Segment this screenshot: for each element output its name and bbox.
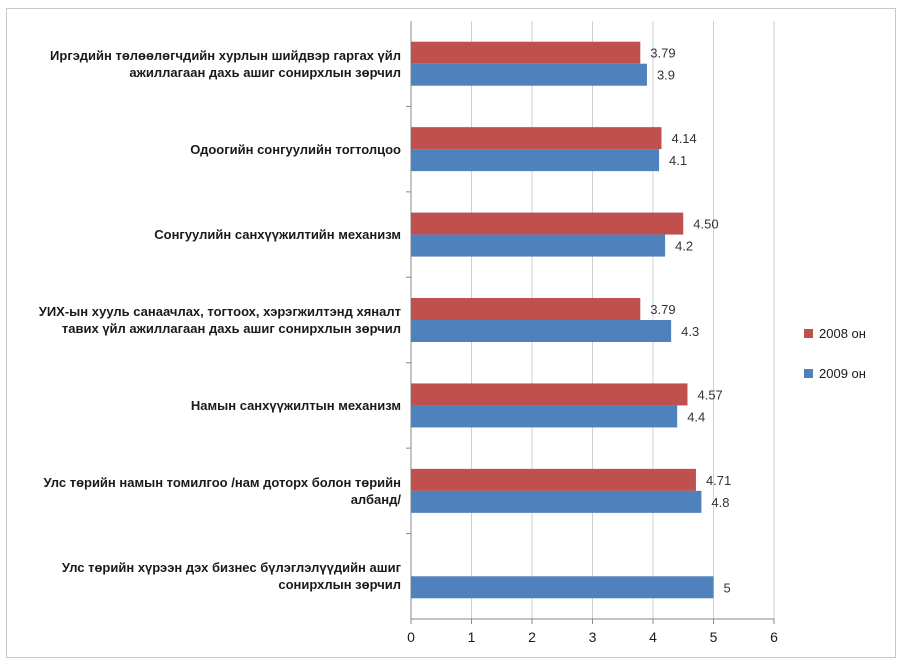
data-label: 3.79 [650, 46, 675, 61]
data-label: 4.4 [687, 409, 705, 424]
legend-label-2009: 2009 он [819, 365, 866, 381]
x-tick-label: 5 [710, 629, 718, 645]
bar-2009-он [411, 576, 714, 599]
bar-2009-он [411, 405, 678, 428]
category-label: УИХ-ын хууль санаачлах, тогтоох, хэрэгжи… [38, 304, 401, 336]
bar-2009-он [411, 234, 666, 257]
bar-2008-он [411, 468, 696, 491]
bar-2009-он [411, 149, 660, 172]
chart-frame: 0 1 2 3 4 5 6 3.79 3.9 4.14 4.1 4.50 4.2 3.79 4.3 4.57 4… [6, 8, 896, 658]
bar-2009-он [411, 490, 702, 513]
legend-label-2008: 2008 он [819, 325, 866, 341]
legend-swatch-2008 [804, 328, 813, 338]
bar-2008-он [411, 212, 684, 235]
bar-2008-он [411, 383, 688, 406]
data-label: 4.8 [711, 495, 729, 510]
category-label: Одоогийн сонгуулийн тогтолцоо [190, 141, 401, 157]
data-label: 5 [724, 580, 731, 595]
bar-2009-он [411, 63, 647, 86]
category-label: Улс төрийн хүрээн дэх бизнес бүлэглэлүүд… [61, 560, 401, 593]
bar-2008-он [411, 127, 662, 150]
data-label: 4.14 [671, 131, 696, 146]
category-label: Сонгуулийн санхүүжилтийн механизм [154, 227, 401, 243]
category-label: Намын санхүүжилтын механизм [190, 397, 401, 413]
x-tick-label: 3 [589, 629, 597, 645]
data-label: 4.2 [675, 239, 693, 254]
legend-item-2008: 2008 он [804, 323, 866, 343]
data-label: 4.57 [697, 387, 722, 402]
legend: 2008 он 2009 он [804, 323, 866, 403]
category-label: Иргэдийн төлөөлөгчдийн хурлын шийдвэр га… [50, 47, 401, 80]
data-label: 4.71 [706, 473, 731, 488]
bar-chart: 0 1 2 3 4 5 6 3.79 3.9 4.14 4.1 4.504.2 3.79 4.3 4.57 4… [406, 21, 778, 645]
legend-swatch-2009 [804, 368, 813, 378]
data-label: 3.79 [650, 302, 675, 317]
legend-item-2009: 2009 он [804, 363, 866, 383]
bar-2008-он [411, 298, 641, 320]
bar-2009-он [411, 320, 672, 342]
data-label: 4.50 [693, 217, 718, 232]
x-tick-label: 1 [468, 629, 476, 645]
data-label: 4.1 [669, 153, 687, 168]
x-tick-label: 2 [528, 629, 536, 645]
data-label: 3.9 [657, 68, 675, 83]
x-tick-label: 0 [407, 629, 415, 645]
category-label: Улс төрийн намын томилгоо /нам доторх бо… [43, 474, 402, 507]
x-tick-label: 6 [770, 629, 778, 645]
x-tick-label: 4 [649, 629, 657, 645]
bar-2008-он [411, 41, 641, 64]
data-label: 4.3 [681, 324, 699, 339]
